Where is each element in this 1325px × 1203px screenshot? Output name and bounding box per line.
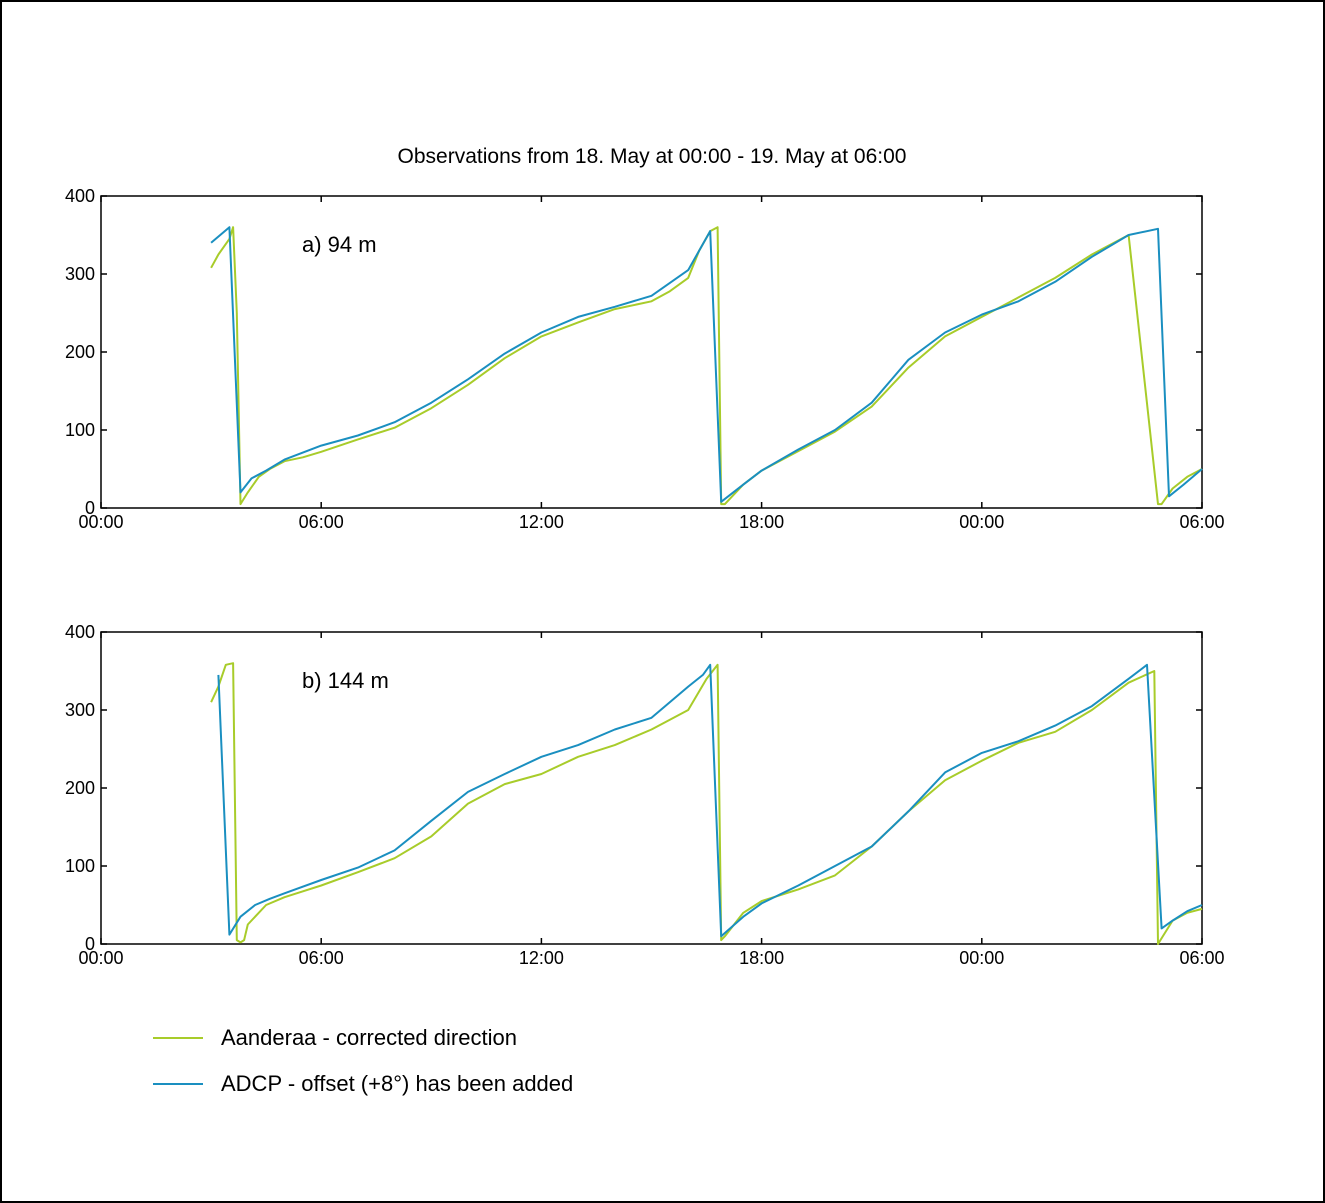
- panel-a-ytick-label: 400: [65, 186, 95, 206]
- panel-a-annotation: a) 94 m: [302, 232, 377, 257]
- panel-a-series-adcp: [210, 226, 1203, 503]
- panel-b-ytick-label: 0: [85, 934, 95, 954]
- panel-b-ytick-label: 400: [65, 622, 95, 642]
- panel-a-xtick-label: 18:00: [739, 512, 784, 532]
- panel-a-xtick-label: 12:00: [519, 512, 564, 532]
- panel-a-series: [210, 226, 1203, 506]
- panel-a-xtick-label: 00:00: [78, 512, 123, 532]
- panel-b-ytick-label: 100: [65, 856, 95, 876]
- panel-b-xtick-label: 00:00: [959, 948, 1004, 968]
- panel-a: a) 94 m 00:00 06:00 12:00 18:00 00:00 06:00 0 1…: [65, 186, 1225, 532]
- panel-a-ytick-label: 100: [65, 420, 95, 440]
- panel-a-ticks: 00:00 06:00 12:00 18:00 00:00 06:00 0 100 200 300…: [65, 186, 1225, 532]
- panel-b-xtick-label: 06:00: [299, 948, 344, 968]
- legend-label-adcp: ADCP - offset (+8°) has been added: [221, 1071, 573, 1096]
- panel-b-series: [210, 662, 1203, 945]
- panel-b-ytick-label: 200: [65, 778, 95, 798]
- panel-b-series-adcp: [217, 663, 1203, 938]
- panel-a-ytick-label: 300: [65, 264, 95, 284]
- panel-a-series-aanderaa: [210, 226, 1203, 506]
- panel-b-series-aanderaa: [210, 662, 1203, 945]
- panel-a-ytick-label: 0: [85, 498, 95, 518]
- panel-b-xtick-label: 06:00: [1179, 948, 1224, 968]
- legend-label-aanderaa: Aanderaa - corrected direction: [221, 1025, 517, 1050]
- legend: Aanderaa - corrected direction ADCP - of…: [153, 1025, 573, 1096]
- chart-title: Observations from 18. May at 00:00 - 19.…: [398, 145, 907, 168]
- panel-a-frame: [100, 195, 1203, 509]
- panel-b-xtick-label: 00:00: [78, 948, 123, 968]
- panel-b-ticks: 00:00 06:00 12:00 18:00 00:00 06:00 0 100 200 300…: [65, 622, 1225, 968]
- panel-b-annotation: b) 144 m: [302, 668, 389, 693]
- panel-a-xtick-label: 00:00: [959, 512, 1004, 532]
- panel-b-xtick-label: 18:00: [739, 948, 784, 968]
- panel-b-xtick-label: 12:00: [519, 948, 564, 968]
- panel-b-ytick-label: 300: [65, 700, 95, 720]
- panel-b-frame: [100, 631, 1203, 945]
- panel-a-xtick-label: 06:00: [1179, 512, 1224, 532]
- panel-b: b) 144 m 00:00 06:00 12:00 18:00 00:00 06:000…: [65, 622, 1225, 968]
- panel-a-xtick-label: 06:00: [299, 512, 344, 532]
- panel-a-ytick-label: 200: [65, 342, 95, 362]
